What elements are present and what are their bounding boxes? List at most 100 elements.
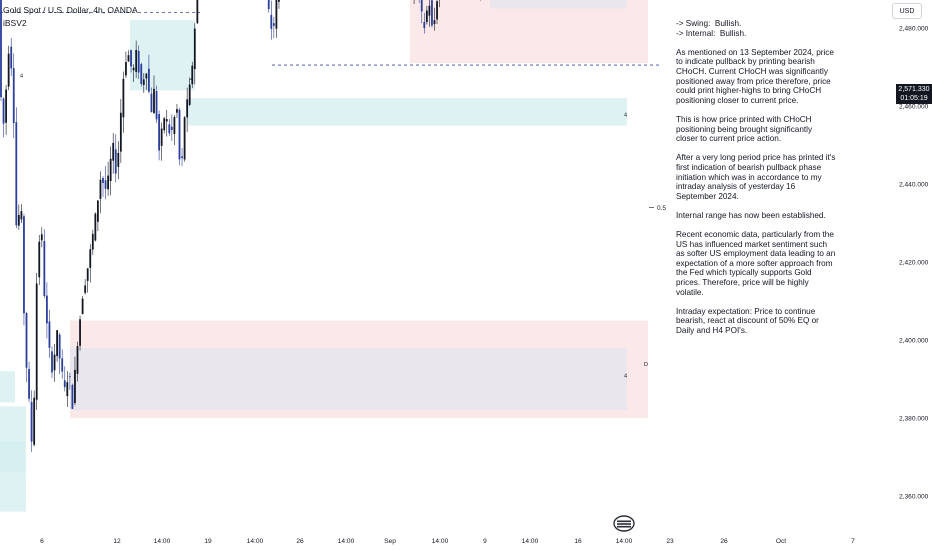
candle-body <box>158 114 160 151</box>
last-price-value: 2,571.330 <box>898 86 930 93</box>
chart-annotation: 4 <box>624 112 627 118</box>
candle-body <box>61 358 64 372</box>
candle-body <box>43 241 46 297</box>
note-paragraph: After a very long period price has print… <box>676 153 838 201</box>
candle-body <box>79 319 81 346</box>
zone-supply <box>410 0 648 64</box>
candle-body <box>63 380 66 388</box>
candle-body <box>137 50 140 73</box>
analysis-notes: -> Swing: Bullish. -> Internal: Bullish.… <box>676 19 836 345</box>
chart-annotation: 4 <box>190 77 193 83</box>
candle-body <box>89 249 92 268</box>
note-paragraph: As mentioned on 13 September 2024, price… <box>676 47 837 105</box>
candle-body <box>84 285 87 293</box>
zone-demand <box>0 406 26 512</box>
candle-body <box>142 79 145 85</box>
candle-body <box>431 0 433 26</box>
candle-body <box>165 119 168 122</box>
time-axis-label: Oct <box>776 538 786 545</box>
note-line: -> Internal: Bullish. <box>676 28 747 38</box>
currency-button[interactable]: USD <box>892 3 922 19</box>
note-paragraph: Intraday expectation: Price to continue … <box>676 306 822 335</box>
time-axis-label: 19 <box>204 538 212 545</box>
zone-demand <box>130 20 195 91</box>
candle-body <box>140 64 143 84</box>
price-axis-label: 2,400.000 <box>899 338 929 345</box>
candle-body <box>99 179 102 199</box>
candle-body <box>428 5 431 16</box>
candle-body <box>40 234 43 241</box>
annotations-layer: 0.50.5DD4444444 <box>20 73 666 379</box>
candle-body <box>272 23 275 26</box>
candle-body <box>170 126 173 130</box>
candle-body <box>2 98 5 124</box>
time-axis: 6 12 14:00 19 14:00 26 14:00 Sep 14:00 9 14:00 16 14… <box>40 538 855 545</box>
candle-body <box>81 298 84 315</box>
candle-body <box>425 10 428 23</box>
time-axis-label: 6 <box>40 538 44 545</box>
price-axis-label: 2,420.000 <box>899 260 929 267</box>
candle-body <box>163 118 166 131</box>
price-axis-label: 2,480.000 <box>899 26 929 33</box>
candle-body <box>145 73 148 79</box>
candle-body <box>12 68 15 124</box>
candle-body <box>436 1 438 20</box>
time-axis-label: 14:00 <box>432 538 449 545</box>
candle-body <box>278 0 280 2</box>
time-axis-label: 16 <box>574 538 582 545</box>
candle-body <box>117 152 120 167</box>
candle-body <box>33 397 36 445</box>
candle-body <box>178 109 181 160</box>
price-axis-label: 2,460.000 <box>899 104 929 111</box>
candle-body <box>420 0 423 12</box>
candle-body <box>186 99 189 118</box>
candle-body <box>433 20 436 25</box>
candle-body <box>53 354 56 371</box>
zone-demand <box>0 371 15 403</box>
note-paragraph: This is how price printed with CHoCH pos… <box>676 114 815 144</box>
candle-body <box>196 0 199 24</box>
candle-body <box>25 313 28 368</box>
indicator-label[interactable]: iBSV2 <box>3 18 27 28</box>
candle-body <box>119 112 122 152</box>
candle-body <box>132 67 135 71</box>
zones-layer <box>0 0 648 512</box>
time-axis-label: 12 <box>113 538 121 545</box>
candle-body <box>181 156 183 158</box>
time-axis-label: 14:00 <box>247 538 264 545</box>
price-axis-label: 2,380.000 <box>899 416 929 423</box>
candle-body <box>56 330 58 357</box>
price-axis-label: 2,360.000 <box>899 494 929 501</box>
candle-body <box>46 295 48 324</box>
candle-body <box>28 369 30 399</box>
candle-body <box>15 122 18 226</box>
time-axis-label: 14:00 <box>616 538 633 545</box>
candle-body <box>176 109 178 113</box>
candle-body <box>107 175 109 190</box>
note-paragraph: Recent economic data, particularly from … <box>676 230 838 297</box>
candle-body <box>91 233 94 250</box>
time-axis-label: 14:00 <box>338 538 355 545</box>
candle-body <box>76 345 79 374</box>
candle-body <box>270 14 273 29</box>
price-axis: 2,360.000 2,380.000 2,400.000 2,420.000 2,44… <box>899 26 929 501</box>
candle-body <box>114 149 117 174</box>
candle-body <box>127 55 130 62</box>
price-axis-label: 2,440.000 <box>899 182 929 189</box>
candles-layer <box>0 0 481 452</box>
time-axis-label: Sep <box>384 538 396 545</box>
candle-body <box>122 78 125 118</box>
candle-body <box>193 28 196 70</box>
chart-title: Gold Spot / U.S. Dollar, 4h, OANDA <box>3 5 138 15</box>
time-axis-label: 14:00 <box>154 538 171 545</box>
candle-body <box>168 124 171 134</box>
levels-layer <box>0 11 660 66</box>
candle-body <box>51 351 53 373</box>
chart-annotation: 4 <box>20 73 23 79</box>
zone-demand <box>188 98 627 126</box>
candle-body <box>0 0 2 98</box>
chart-annotation: D <box>644 362 648 368</box>
candle-body <box>188 84 191 105</box>
candle-body <box>23 216 25 314</box>
